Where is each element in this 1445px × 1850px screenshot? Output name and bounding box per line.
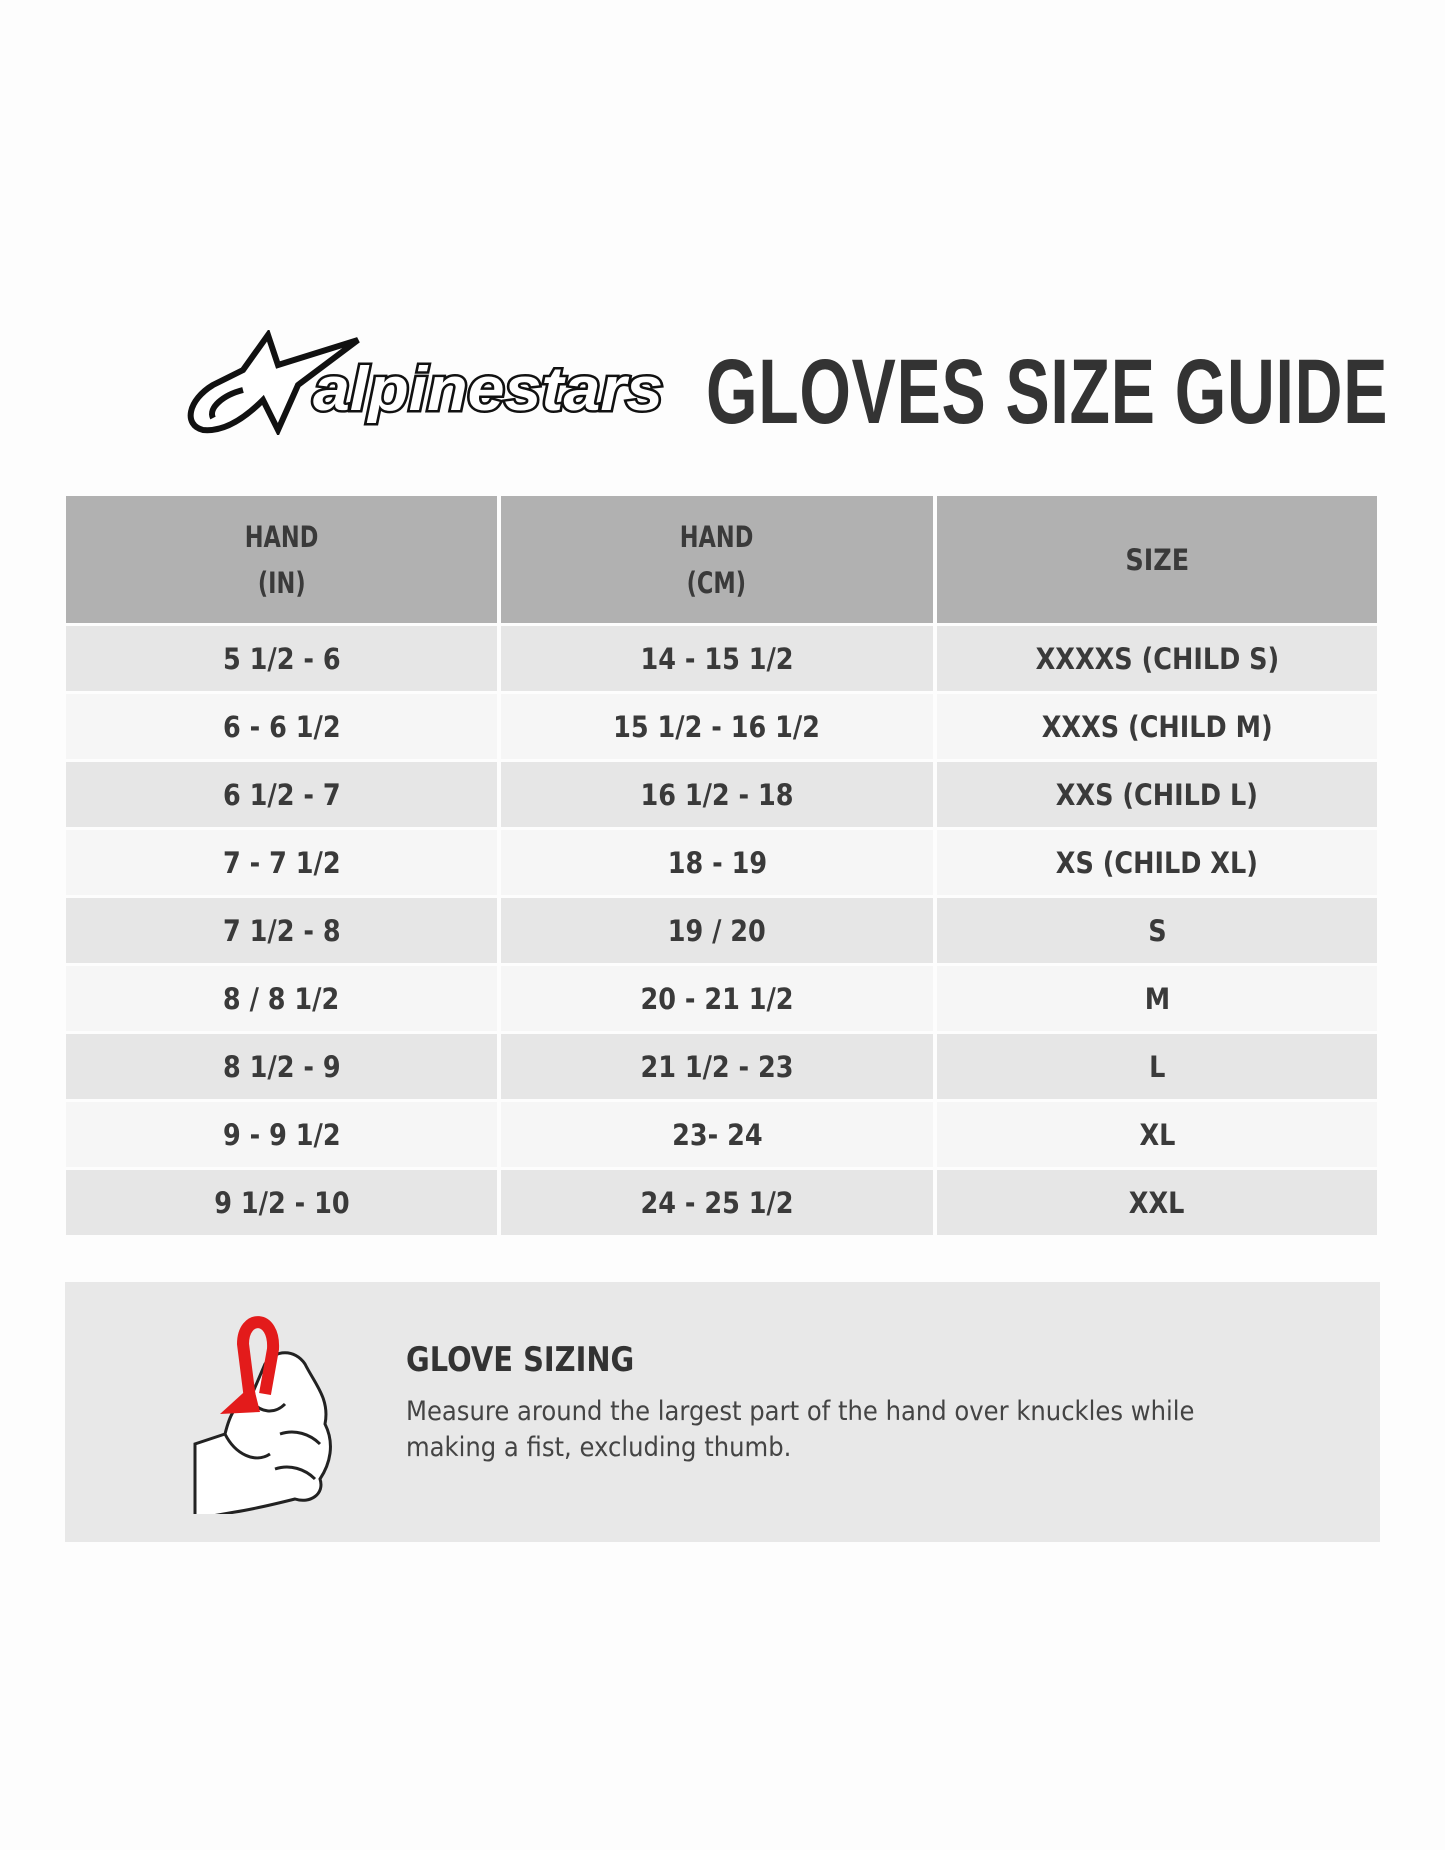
cell-hand-cm: 18 - 19	[501, 830, 933, 895]
cell-hand-in: 8 1/2 - 9	[66, 1034, 497, 1099]
cell-hand-in: 7 1/2 - 8	[66, 898, 497, 963]
table-row: 5 1/2 - 6 14 - 15 1/2 XXXXS (CHILD S)	[66, 626, 1377, 691]
table-row: 8 / 8 1/2 20 - 21 1/2 M	[66, 966, 1377, 1031]
header-hand-cm: HAND (CM)	[501, 496, 933, 623]
cell-size: M	[937, 966, 1377, 1031]
cell-hand-cm: 24 - 25 1/2	[501, 1170, 933, 1235]
cell-hand-in: 5 1/2 - 6	[66, 626, 497, 691]
size-table: HAND (IN) HAND (CM) SIZE 5 1/2 - 6 14 - 15 …	[66, 496, 1377, 1238]
cell-hand-in: 8 / 8 1/2	[66, 966, 497, 1031]
table-row: 7 1/2 - 8 19 / 20 S	[66, 898, 1377, 963]
fist-measure-icon	[193, 1316, 332, 1514]
cell-hand-in: 9 - 9 1/2	[66, 1102, 497, 1167]
cell-hand-in: 7 - 7 1/2	[66, 830, 497, 895]
cell-size: XXXS (CHILD M)	[937, 694, 1377, 759]
glove-sizing-heading: GLOVE SIZING	[406, 1340, 635, 1380]
cell-size: S	[937, 898, 1377, 963]
header-hand-in: HAND (IN)	[66, 496, 497, 623]
cell-size: L	[937, 1034, 1377, 1099]
cell-hand-cm: 21 1/2 - 23	[501, 1034, 933, 1099]
table-header: HAND (IN) HAND (CM) SIZE	[66, 496, 1377, 623]
cell-hand-cm: 14 - 15 1/2	[501, 626, 933, 691]
table-row: 6 1/2 - 7 16 1/2 - 18 XXS (CHILD L)	[66, 762, 1377, 827]
table-row: 9 - 9 1/2 23- 24 XL	[66, 1102, 1377, 1167]
cell-hand-in: 6 - 6 1/2	[66, 694, 497, 759]
cell-hand-cm: 15 1/2 - 16 1/2	[501, 694, 933, 759]
cell-hand-cm: 20 - 21 1/2	[501, 966, 933, 1031]
arrow-icon	[220, 1384, 260, 1414]
cell-hand-in: 6 1/2 - 7	[66, 762, 497, 827]
cell-hand-cm: 16 1/2 - 18	[501, 762, 933, 827]
cell-size: XS (CHILD XL)	[937, 830, 1377, 895]
table-row: 9 1/2 - 10 24 - 25 1/2 XXL	[66, 1170, 1377, 1235]
table-row: 7 - 7 1/2 18 - 19 XS (CHILD XL)	[66, 830, 1377, 895]
glove-sizing-text: Measure around the largest part of the h…	[406, 1396, 1195, 1463]
cell-hand-cm: 23- 24	[501, 1102, 933, 1167]
glove-sizing-panel: GLOVE SIZING Measure around the largest …	[65, 1282, 1380, 1542]
header-size: SIZE	[937, 496, 1377, 623]
svg-text:alpinestars: alpinestars	[313, 355, 663, 424]
cell-hand-cm: 19 / 20	[501, 898, 933, 963]
page-title: GLOVES SIZE GUIDE	[706, 341, 1389, 443]
cell-size: XXXXS (CHILD S)	[937, 626, 1377, 691]
cell-hand-in: 9 1/2 - 10	[66, 1170, 497, 1235]
table-row: 8 1/2 - 9 21 1/2 - 23 L	[66, 1034, 1377, 1099]
cell-size: XXL	[937, 1170, 1377, 1235]
cell-size: XXS (CHILD L)	[937, 762, 1377, 827]
alpinestars-logo: alpinestars	[187, 330, 666, 435]
table-row: 6 - 6 1/2 15 1/2 - 16 1/2 XXXS (CHILD M)	[66, 694, 1377, 759]
cell-size: XL	[937, 1102, 1377, 1167]
